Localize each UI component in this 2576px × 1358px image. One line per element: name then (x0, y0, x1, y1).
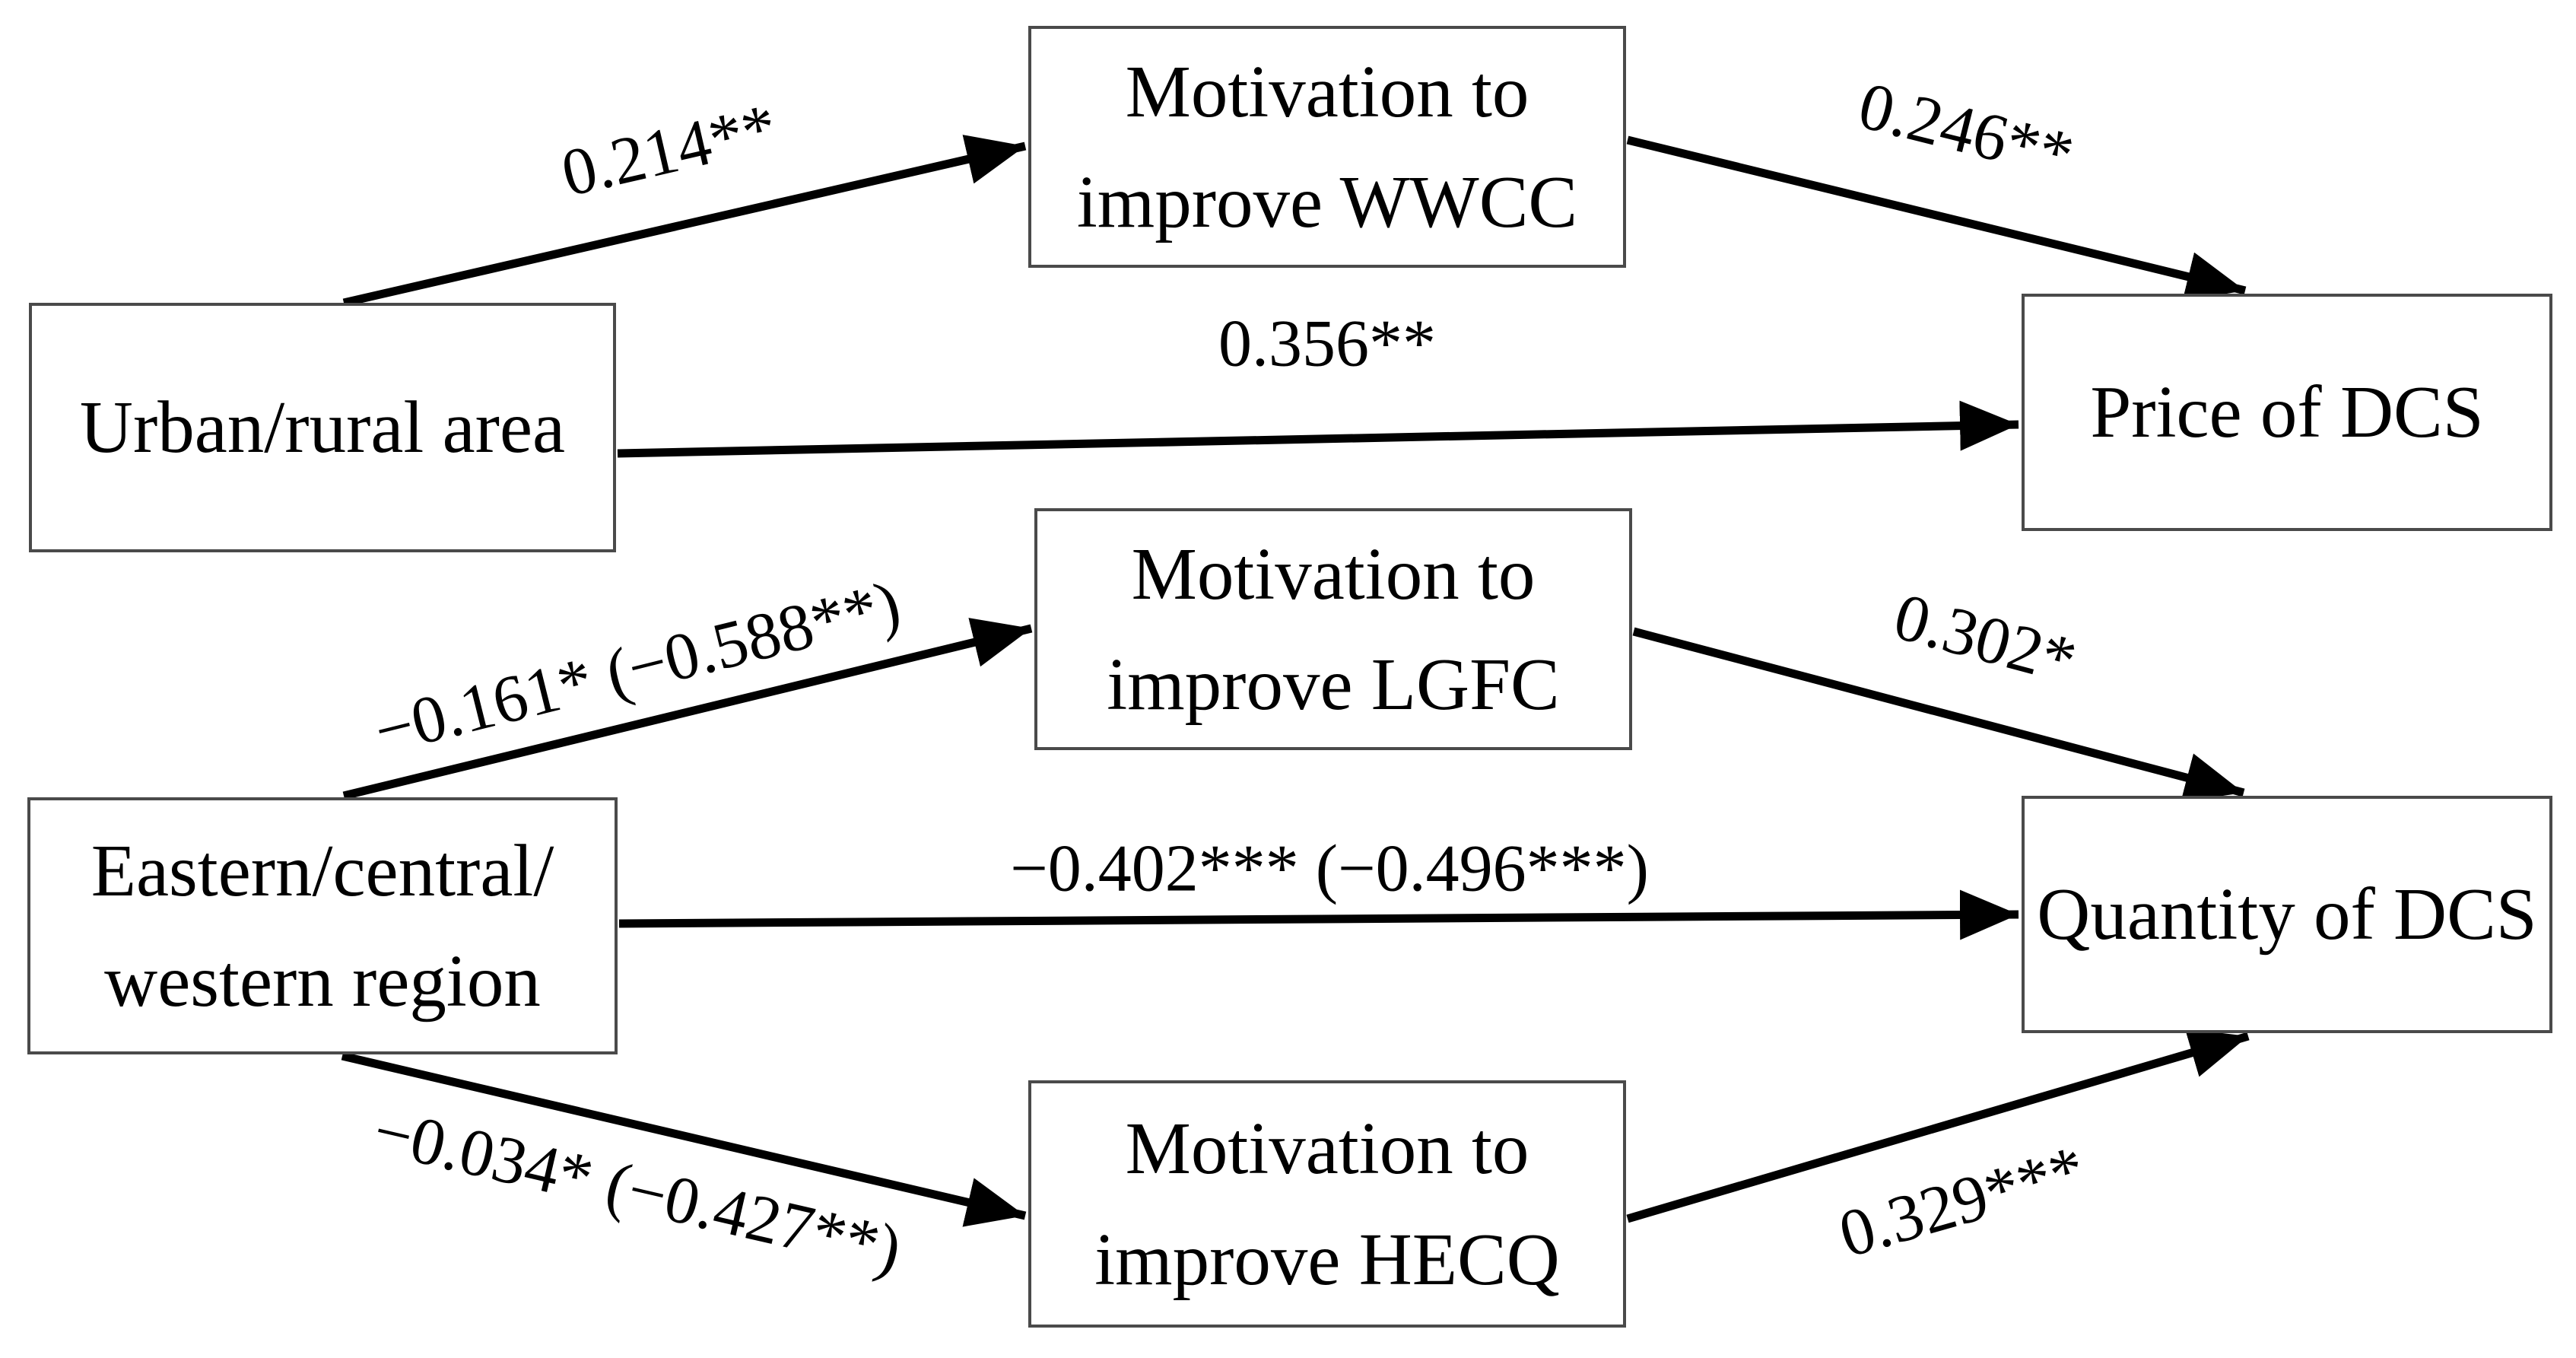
node-motivation-improve-lgfc-label-line2: improve LGFC (1107, 644, 1560, 725)
arrow-urban-to-wwcc (342, 135, 1027, 307)
node-quantity-of-dcs-label: Quantity of DCS (2037, 873, 2537, 956)
node-motivation-improve-wwcc-label-line2: improve WWCC (1076, 161, 1578, 243)
node-motivation-improve-hecq-label-line1: Motivation to (1125, 1108, 1529, 1189)
arrow-eastern-to-quantity (618, 889, 2019, 940)
node-motivation-improve-wwcc-label-line1: Motivation to (1125, 50, 1529, 132)
node-urban-rural-area: Urban/rural area (29, 303, 616, 552)
arrow-eastern-to-hecq (341, 1051, 1027, 1227)
edge-label-urban-to-price: 0.356** (1218, 307, 1436, 381)
node-eastern-central-western-region-label-line1: Eastern/central/ (91, 829, 554, 911)
node-quantity-of-dcs: Quantity of DCS (2022, 796, 2552, 1033)
node-motivation-improve-wwcc: Motivation to improve WWCC (1028, 26, 1626, 268)
node-eastern-central-western-region-label-line2: western region (104, 940, 541, 1022)
arrow-wwcc-to-price (1626, 135, 2247, 301)
node-motivation-improve-hecq-label-line2: improve HECQ (1094, 1218, 1560, 1300)
node-urban-rural-area-label: Urban/rural area (79, 386, 566, 469)
node-eastern-central-western-region: Eastern/central/ western region (27, 797, 618, 1054)
arrow-eastern-to-lgfc (342, 618, 1033, 800)
arrow-hecq-to-quantity (1626, 1029, 2250, 1223)
arrow-urban-to-price (617, 400, 2019, 458)
node-price-of-dcs-label: Price of DCS (2090, 371, 2484, 453)
arrow-lgfc-to-quantity (1632, 627, 2245, 803)
node-motivation-improve-hecq: Motivation to improve HECQ (1028, 1080, 1626, 1328)
node-motivation-improve-lgfc-label-line1: Motivation to (1131, 533, 1536, 615)
edge-label-eastern-to-quantity: −0.402*** (−0.496***) (1010, 832, 1649, 906)
node-motivation-improve-lgfc: Motivation to improve LGFC (1034, 508, 1632, 750)
node-price-of-dcs: Price of DCS (2022, 294, 2552, 531)
